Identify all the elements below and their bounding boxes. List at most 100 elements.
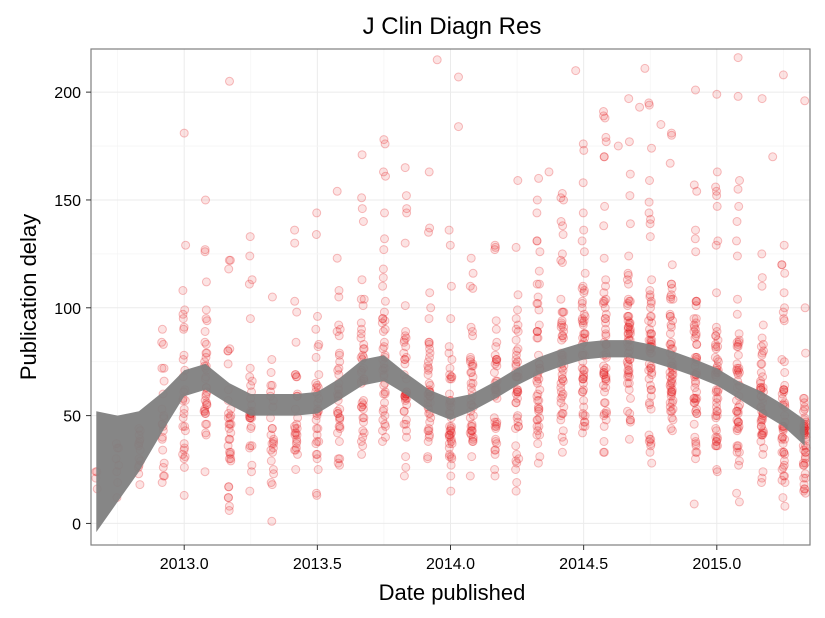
data-point [335, 348, 344, 358]
data-point [800, 402, 810, 412]
data-point [423, 437, 433, 446]
data-point [623, 322, 633, 332]
data-point [713, 236, 723, 246]
data-point [558, 331, 568, 341]
data-point [600, 398, 610, 408]
y-tick-label: 150 [54, 193, 81, 210]
data-point [559, 333, 568, 343]
data-point [334, 421, 344, 431]
data-point [311, 488, 321, 498]
data-point [225, 413, 235, 423]
data-point [690, 234, 700, 244]
data-point [224, 482, 234, 492]
data-point [558, 307, 568, 317]
data-point [199, 406, 209, 416]
data-point [665, 311, 675, 321]
data-point [381, 432, 390, 442]
data-point [380, 398, 389, 408]
data-point [423, 454, 433, 464]
data-point [757, 428, 767, 438]
data-point [425, 344, 435, 354]
data-point [712, 426, 721, 436]
data-point [601, 275, 611, 285]
data-point [311, 439, 321, 449]
data-point [424, 337, 434, 347]
data-point [467, 419, 477, 429]
data-point [601, 372, 611, 382]
data-point [557, 320, 567, 330]
data-point [399, 348, 409, 358]
data-point [200, 406, 210, 416]
data-point [534, 374, 544, 384]
data-point [712, 432, 722, 442]
data-point [425, 288, 435, 298]
data-point [159, 376, 169, 386]
data-point [601, 318, 611, 328]
data-point [644, 365, 654, 375]
data-point [645, 380, 655, 390]
data-point [579, 316, 589, 326]
data-point [667, 260, 677, 270]
data-point [645, 434, 655, 444]
data-point [800, 452, 810, 462]
data-point [179, 439, 189, 449]
data-point [513, 387, 523, 397]
data-point [533, 333, 543, 343]
data-point [577, 316, 587, 326]
data-point [734, 201, 744, 211]
data-point [359, 396, 368, 405]
data-point [333, 406, 342, 416]
data-point [467, 452, 477, 462]
data-point [557, 409, 567, 418]
data-point [732, 363, 742, 373]
data-point [533, 378, 542, 388]
data-point [577, 296, 587, 306]
data-point [179, 462, 189, 472]
data-point [400, 301, 410, 311]
data-point [711, 424, 721, 433]
data-point [201, 314, 211, 324]
data-point [624, 378, 634, 388]
data-point [580, 311, 590, 321]
data-point [690, 333, 700, 343]
data-point [647, 275, 657, 285]
data-point [757, 94, 767, 104]
data-point [667, 279, 676, 289]
data-point [758, 320, 768, 330]
data-point [558, 376, 568, 386]
data-point [556, 193, 566, 203]
data-point [623, 294, 633, 304]
data-point [644, 100, 654, 110]
data-point [466, 253, 476, 263]
data-point [756, 378, 765, 388]
data-point [579, 145, 589, 155]
data-point [734, 329, 744, 339]
data-point [712, 402, 721, 412]
data-point [223, 413, 233, 423]
data-point [756, 421, 766, 431]
data-point [646, 303, 655, 313]
data-point [358, 400, 368, 410]
data-point [380, 208, 389, 218]
axis-ticks: 2013.0 2013.5 2014.0 2014.5 2015.0 0 50 100 150 2… [54, 85, 741, 573]
data-point [334, 370, 344, 380]
data-point [665, 329, 675, 339]
data-point [624, 434, 634, 444]
data-point [556, 255, 566, 265]
data-point [646, 214, 655, 224]
data-point [601, 383, 611, 393]
data-point [532, 430, 542, 440]
data-point [667, 387, 677, 397]
data-point [711, 437, 721, 446]
data-point [578, 387, 588, 397]
data-point [646, 385, 656, 395]
data-point [779, 456, 789, 466]
data-point [534, 406, 544, 416]
data-point [468, 378, 478, 388]
data-point [779, 471, 789, 481]
data-point [734, 402, 743, 412]
data-point [665, 311, 675, 321]
data-point [668, 316, 678, 326]
data-point [491, 437, 501, 446]
data-point [378, 426, 387, 436]
